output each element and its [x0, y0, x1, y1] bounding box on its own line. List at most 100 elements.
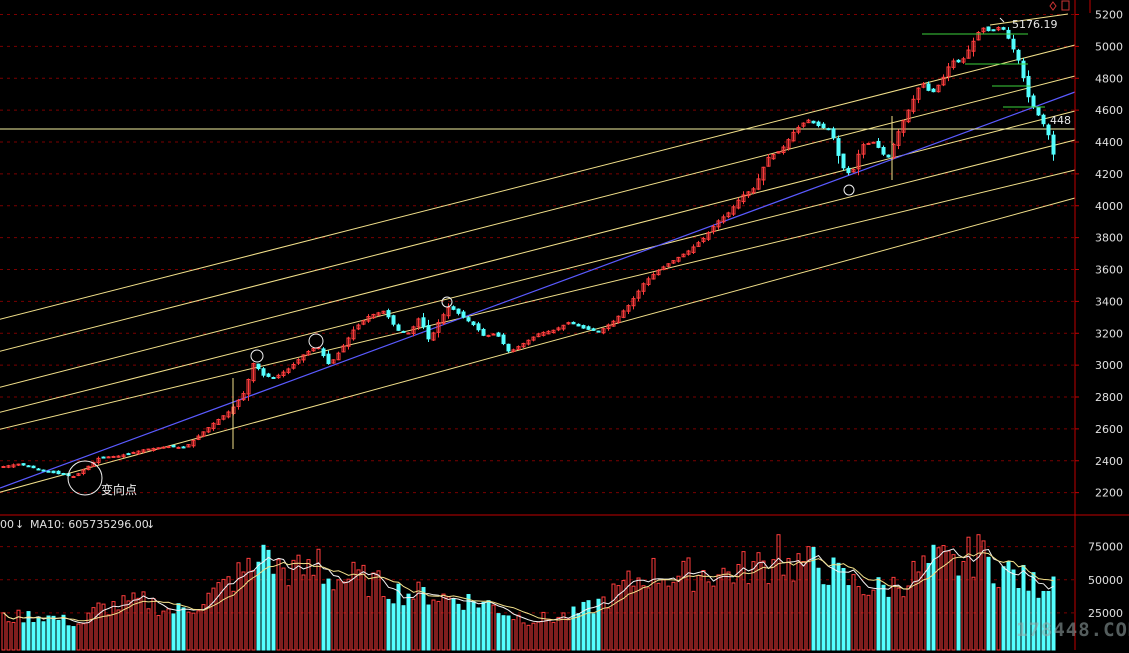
volume-bar: [221, 578, 226, 651]
volume-bar: [201, 604, 206, 651]
candle-body: [261, 368, 266, 376]
candle-body: [561, 324, 566, 330]
volume-bar: [391, 603, 396, 651]
volume-bar: [906, 585, 911, 651]
candle-body: [71, 476, 76, 479]
candle-body: [136, 450, 141, 455]
candle-body: [146, 448, 151, 451]
volume-bar: [141, 591, 146, 651]
volume-bar: [281, 567, 286, 651]
volume-bar: [656, 582, 661, 651]
candle-body: [386, 310, 391, 318]
candle-body: [1016, 49, 1021, 61]
volume-bar: [86, 612, 91, 651]
candle-body: [496, 332, 501, 337]
candle-body: [176, 446, 181, 449]
candle-body: [346, 337, 351, 347]
highlight-circle: [308, 333, 324, 349]
volume-bar: [551, 621, 556, 651]
volume-bar: [11, 621, 16, 651]
volume-bar: [441, 593, 446, 651]
volume-bar: [591, 613, 596, 651]
volume-bar: [476, 607, 481, 651]
candle-body: [361, 320, 366, 325]
candle-body: [121, 454, 126, 458]
volume-bar: [626, 570, 631, 651]
candle-body: [766, 156, 771, 167]
channel-line: [0, 75, 1076, 352]
volume-bar: [161, 610, 166, 651]
candlesticks: [1, 26, 1056, 479]
volume-bar: [941, 545, 946, 651]
volume-bar: [96, 602, 101, 651]
candle-body: [216, 419, 221, 425]
candle-body: [826, 128, 831, 131]
candle-body: [1046, 124, 1051, 136]
candle-body: [196, 435, 201, 440]
candle-body: [846, 167, 851, 174]
volume-bar: [566, 618, 571, 651]
candle-body: [761, 166, 766, 181]
candle-body: [471, 321, 476, 326]
candle-body: [456, 308, 461, 314]
candle-body: [541, 331, 546, 336]
candle-body: [836, 138, 841, 156]
candle-body: [841, 153, 846, 169]
volume-bar: [406, 593, 411, 651]
volume-bar: [996, 587, 1001, 651]
volume-bar: [121, 595, 126, 651]
candle-body: [301, 354, 306, 361]
volume-bar: [761, 560, 766, 651]
volume-ma5-line: [3, 548, 1054, 624]
candle-body: [46, 470, 51, 473]
candle-body: [786, 139, 791, 149]
volume-bar: [926, 562, 931, 651]
candle-body: [81, 469, 86, 474]
candle-body: [181, 446, 186, 449]
candle-body: [321, 348, 326, 357]
candle-body: [356, 324, 361, 330]
volume-bar: [631, 585, 636, 651]
volume-bar: [16, 609, 21, 651]
candle-body: [631, 298, 636, 307]
candle-body: [41, 469, 46, 472]
candle-body: [271, 377, 276, 380]
candle-body: [506, 343, 511, 352]
candle-body: [106, 456, 111, 459]
volume-axis: 25000 50000 75000: [1088, 541, 1123, 620]
volume-bar: [456, 603, 461, 651]
candle-body: [366, 316, 371, 322]
volume-bar: [891, 576, 896, 651]
candle-body: [706, 232, 711, 240]
volume-bar: [431, 599, 436, 651]
volume-bar: [106, 614, 111, 651]
volume-bar: [836, 562, 841, 651]
volume-bar: [586, 600, 591, 651]
volume-bar: [901, 596, 906, 651]
candle-body: [626, 305, 631, 312]
volume-bar: [596, 598, 601, 651]
candle-body: [996, 27, 1001, 31]
volume-bar: [766, 583, 771, 651]
volume-bar: [51, 615, 56, 651]
volume-bar: [936, 547, 941, 651]
ma-prefix: 00: [0, 518, 14, 531]
price-tick-label: 4400: [1095, 136, 1123, 149]
candle-body: [371, 313, 376, 319]
volume-bar: [536, 621, 541, 651]
volume-bar: [386, 598, 391, 651]
candle-body: [616, 315, 621, 323]
candle-body: [606, 324, 611, 330]
corner-square: [1061, 0, 1070, 11]
price-tick-label: 2600: [1095, 423, 1123, 436]
candle-body: [211, 422, 216, 429]
candle-body: [661, 266, 666, 271]
volume-bar: [1006, 561, 1011, 651]
candle-body: [36, 468, 41, 471]
volume-bar: [276, 559, 281, 651]
candle-body: [556, 327, 561, 331]
volume-bar: [226, 576, 231, 651]
candle-body: [866, 142, 871, 145]
volume-bar: [241, 571, 246, 651]
price-tick-label: 5000: [1095, 40, 1123, 53]
